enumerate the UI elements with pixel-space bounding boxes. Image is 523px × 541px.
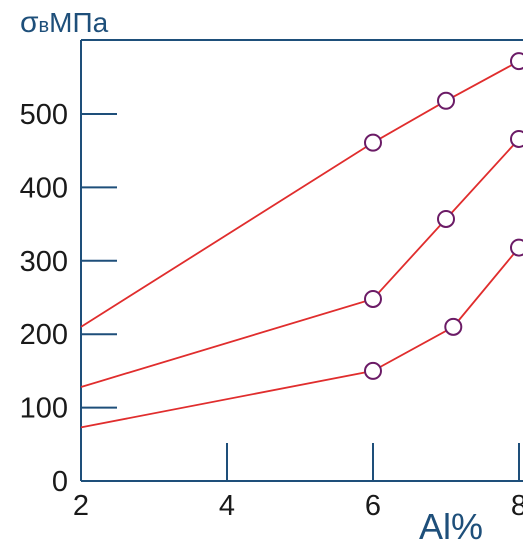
- data-point-marker: [510, 238, 523, 257]
- y-tick-label: 0: [52, 466, 68, 498]
- series-layer: [80, 52, 523, 429]
- y-axis-title: σвМПа: [20, 6, 109, 39]
- y-tick-label: 300: [20, 246, 68, 278]
- tick-labels: 2 4 6 8 0 100 200 300 400 500: [20, 99, 523, 522]
- data-point-marker: [364, 133, 382, 152]
- y-tick-label: 400: [20, 172, 68, 204]
- x-tick-label: 6: [365, 490, 381, 522]
- data-point-marker: [364, 289, 382, 308]
- data-point-marker: [510, 129, 523, 148]
- x-tick-label: 8: [511, 490, 523, 522]
- y-axis-subscript: в: [39, 15, 50, 37]
- series-line: [80, 247, 520, 429]
- x-tick-label: 4: [219, 490, 235, 522]
- data-point-marker: [364, 361, 382, 380]
- series-line: [80, 138, 520, 388]
- y-tick-label: 100: [20, 393, 68, 425]
- y-tick-label: 500: [20, 99, 68, 131]
- axis-ticks: [81, 113, 520, 481]
- x-tick-label: 2: [73, 490, 89, 522]
- data-point-marker: [437, 209, 455, 228]
- y-axis-symbol: σ: [20, 6, 39, 39]
- series-line: [80, 60, 520, 328]
- data-point-marker: [444, 317, 463, 336]
- y-axis-unit: МПа: [49, 7, 108, 38]
- x-axis-title: Al%: [419, 506, 483, 541]
- data-point-marker: [510, 52, 523, 71]
- y-tick-label: 200: [20, 319, 68, 351]
- data-point-marker: [437, 91, 455, 110]
